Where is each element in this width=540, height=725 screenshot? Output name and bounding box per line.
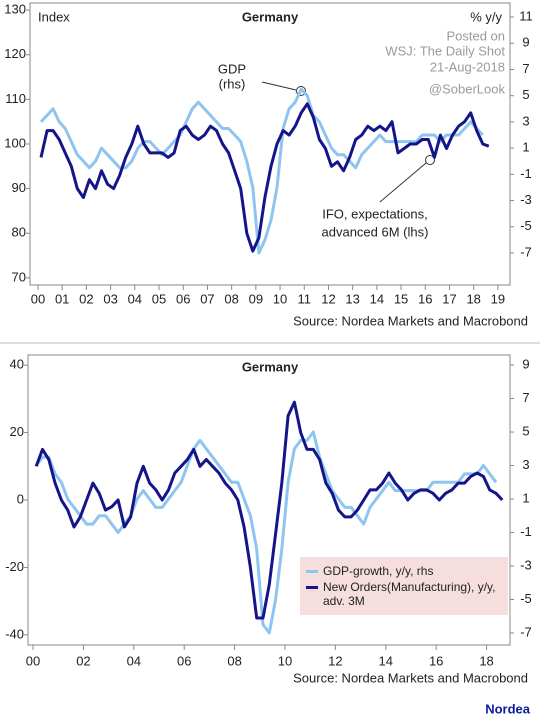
series-line	[39, 102, 490, 253]
annotation: (rhs)	[219, 76, 246, 91]
legend-label: New Orders(Manufacturing), y/y, adv. 3M	[323, 580, 496, 608]
brand-logo: Nordea	[485, 701, 531, 716]
y2-tick-label: 1	[522, 490, 529, 505]
y2-tick-label: -7	[520, 624, 532, 639]
y2-tick-label: -3	[520, 192, 532, 207]
source: Source: Nordea Markets and Macrobond	[293, 313, 528, 328]
y-tick-label: -40	[5, 626, 24, 641]
x-tick-label: 11	[298, 291, 312, 306]
y2-tick-label: -3	[520, 557, 532, 572]
source: Source: Nordea Markets and Macrobond	[293, 670, 528, 685]
chart-title: Germany	[242, 359, 299, 374]
x-tick-label: 12	[328, 653, 342, 668]
y-tick-label: 40	[10, 357, 24, 372]
y2-tick-label: 7	[522, 61, 529, 76]
x-tick-label: 01	[55, 291, 69, 306]
y-tick-label: 120	[4, 46, 26, 61]
series-line	[39, 87, 484, 255]
y-axis-label: Index	[38, 9, 70, 24]
y-tick-label: 80	[12, 225, 26, 240]
x-tick-label: 18	[466, 291, 480, 306]
x-tick-label: 18	[479, 653, 493, 668]
y2-tick-label: 5	[522, 423, 529, 438]
y2-tick-label: 3	[522, 113, 529, 128]
x-tick-label: 12	[321, 291, 335, 306]
y2-tick-label: 9	[522, 35, 529, 50]
chart-title: Germany	[242, 9, 299, 24]
x-tick-label: 09	[249, 291, 263, 306]
x-tick-label: 05	[152, 291, 166, 306]
x-tick-label: 10	[273, 291, 287, 306]
x-tick-label: 16	[418, 291, 432, 306]
legend-swatch	[306, 586, 318, 589]
x-tick-label: 02	[79, 291, 93, 306]
y2-tick-label: 11	[519, 8, 533, 23]
x-tick-label: 19	[491, 291, 505, 306]
y2-tick-label: 7	[522, 390, 529, 405]
annotation: advanced 6M (lhs)	[322, 224, 429, 239]
x-tick-label: 10	[278, 653, 292, 668]
y-tick-label: 100	[4, 135, 26, 150]
y-tick-label: 130	[4, 2, 26, 17]
highlight	[425, 155, 435, 165]
leader	[261, 81, 297, 91]
x-tick-label: 08	[227, 653, 241, 668]
x-tick-label: 04	[127, 653, 141, 668]
x-tick-label: 03	[103, 291, 117, 306]
y2-tick-label: 3	[522, 457, 529, 472]
annotation: GDP	[218, 61, 246, 76]
watermark: 21-Aug-2018	[430, 59, 505, 74]
x-tick-label: 07	[200, 291, 214, 306]
x-tick-label: 00	[31, 291, 45, 306]
series-line	[34, 400, 504, 620]
x-tick-label: 15	[394, 291, 408, 306]
y2-axis-label: % y/y	[470, 9, 502, 24]
x-tick-label: 14	[370, 291, 384, 306]
legend-item: GDP-growth, y/y, rhs	[306, 564, 502, 578]
legend-item: New Orders(Manufacturing), y/y, adv. 3M	[306, 580, 502, 608]
y-tick-label: -20	[5, 559, 24, 574]
x-tick-label: 02	[76, 653, 90, 668]
y-tick-label: 90	[12, 180, 26, 195]
legend-label: GDP-growth, y/y, rhs	[323, 564, 434, 578]
watermark: Posted on	[446, 28, 505, 43]
highlight	[296, 86, 306, 96]
y-tick-label: 110	[5, 91, 26, 106]
y2-tick-label: 9	[522, 356, 529, 371]
watermark: @SoberLook	[429, 81, 506, 96]
y2-tick-label: -1	[520, 524, 532, 539]
y2-tick-label: -5	[520, 218, 532, 233]
x-tick-label: 16	[429, 653, 443, 668]
y2-tick-label: -5	[520, 591, 532, 606]
y-tick-label: 0	[17, 491, 24, 506]
watermark: WSJ: The Daily Shot	[385, 43, 505, 58]
x-tick-label: 08	[224, 291, 238, 306]
x-tick-label: 06	[176, 291, 190, 306]
y-tick-label: 20	[10, 424, 24, 439]
x-tick-label: 06	[177, 653, 191, 668]
y2-tick-label: 5	[522, 87, 529, 102]
y2-tick-label: 1	[522, 140, 529, 155]
legend-swatch	[306, 570, 318, 573]
y2-tick-label: -7	[520, 244, 532, 259]
x-tick-label: 14	[379, 653, 393, 668]
leader	[379, 162, 427, 203]
x-tick-label: 17	[442, 291, 456, 306]
x-tick-label: 13	[345, 291, 359, 306]
legend: GDP-growth, y/y, rhs New Orders(Manufactu…	[300, 557, 508, 615]
y-tick-label: 70	[12, 269, 26, 284]
x-tick-label: 00	[26, 653, 40, 668]
x-tick-label: 04	[128, 291, 142, 306]
y2-tick-label: -1	[520, 166, 532, 181]
annotation: IFO, expectations,	[322, 206, 428, 221]
